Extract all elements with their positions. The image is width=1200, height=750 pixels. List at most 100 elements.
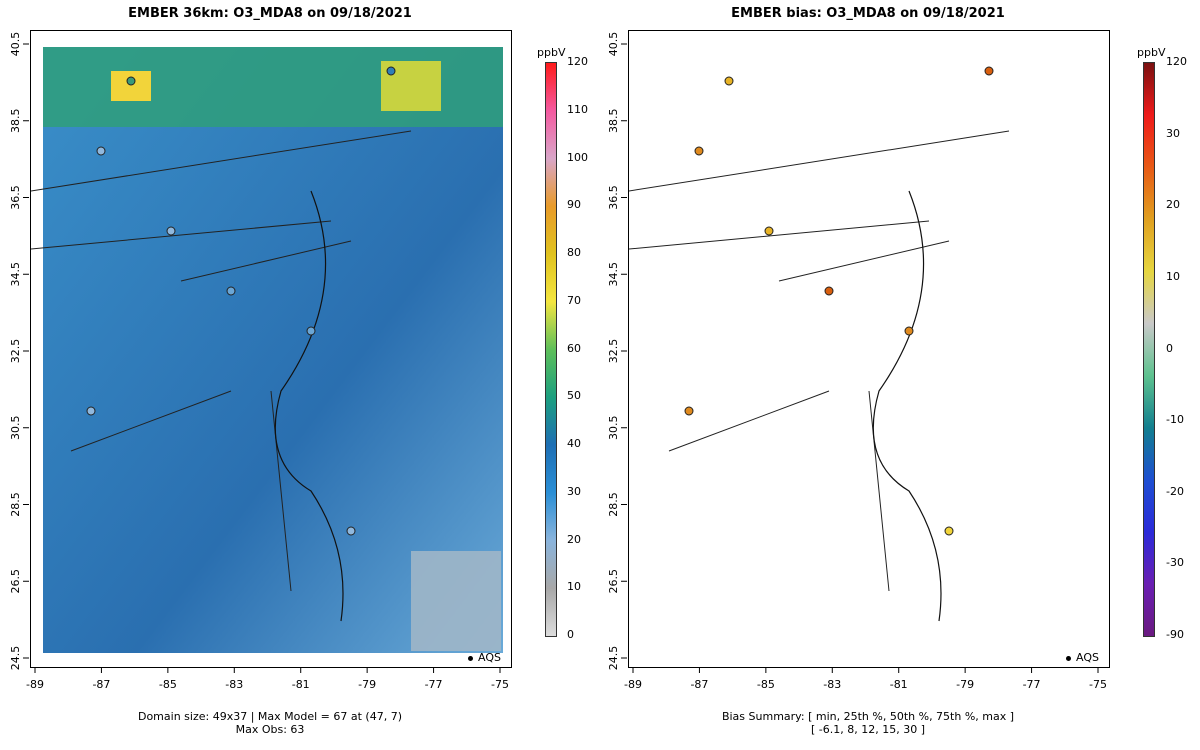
aqs-legend-dot — [468, 655, 473, 661]
bias-site-marker[interactable] — [694, 146, 704, 156]
x-tick-label: -83 — [225, 678, 243, 691]
bias-map — [629, 66, 1010, 622]
x-tick-label: -85 — [757, 678, 775, 691]
colorbar-tick-label: 60 — [567, 341, 581, 355]
x-tick-label: -89 — [26, 678, 44, 691]
model-ozone-map-panel — [30, 30, 512, 668]
aqs-site-marker[interactable] — [386, 66, 396, 76]
y-tick-label: 24.5 — [607, 646, 620, 671]
coastline — [872, 190, 942, 622]
state-boundaries — [31, 130, 412, 592]
bias-site-marker[interactable] — [904, 326, 914, 336]
y-tick-label: 34.5 — [607, 262, 620, 287]
aqs-site-marker[interactable] — [166, 226, 176, 236]
left-colorbar-unit: ppbV — [537, 46, 566, 59]
right-colorbar — [1143, 62, 1155, 637]
x-tick-label: -77 — [1023, 678, 1041, 691]
y-tick-label: 40.5 — [607, 32, 620, 57]
bias-site-marker[interactable] — [724, 76, 734, 86]
aqs-site-marker[interactable] — [226, 286, 236, 296]
x-tick-label: -81 — [292, 678, 310, 691]
colorbar-tick-label: 70 — [567, 293, 581, 307]
left-legend-label: AQS — [478, 651, 501, 664]
observation-markers — [86, 66, 396, 536]
right-map-title: EMBER bias: O3_MDA8 on 09/18/2021 — [731, 6, 1005, 21]
bias-markers — [684, 66, 994, 536]
colorbar-tick-label: 90 — [567, 198, 581, 212]
colorbar-tick-label: 100 — [567, 150, 588, 164]
right-legend-label: AQS — [1076, 651, 1099, 664]
y-tick-label: 30.5 — [607, 416, 620, 441]
x-tick-label: -89 — [624, 678, 642, 691]
colorbar-tick-label: 20 — [567, 532, 581, 546]
aqs-site-marker[interactable] — [96, 146, 106, 156]
colorbar-tick-label: 0 — [1166, 341, 1173, 355]
colorbar-tick-label: -90 — [1166, 628, 1184, 641]
colorbar-tick-label: 0 — [567, 628, 574, 641]
right-footer-summary: Bias Summary: [ min, 25th %, 50th %, 75t… — [721, 710, 1015, 723]
y-tick-label: 28.5 — [607, 492, 620, 517]
bias-site-marker[interactable] — [984, 66, 994, 76]
x-tick-label: -81 — [890, 678, 908, 691]
x-tick-label: -75 — [491, 678, 509, 691]
colorbar-tick-label: 40 — [567, 437, 581, 450]
colorbar-tick-label: 10 — [1166, 269, 1180, 283]
y-tick-label: 40.5 — [9, 32, 22, 57]
x-tick-label: -75 — [1089, 678, 1107, 691]
colorbar-tick-label: 120 — [567, 55, 588, 68]
x-tick-label: -87 — [690, 678, 708, 691]
aqs-site-marker[interactable] — [86, 406, 96, 416]
aqs-site-marker[interactable] — [126, 76, 136, 86]
y-tick-label: 24.5 — [9, 646, 22, 671]
right-legend: AQS — [1066, 651, 1099, 664]
aqs-legend-dot — [1066, 655, 1071, 661]
aqs-site-marker[interactable] — [346, 526, 356, 536]
model-ozone-map — [31, 47, 503, 653]
x-tick-label: -87 — [92, 678, 110, 691]
bias-site-marker[interactable] — [944, 526, 954, 536]
colorbar-tick-label: 120 — [1166, 55, 1187, 68]
aqs-site-marker[interactable] — [306, 326, 316, 336]
colorbar-tick-label: 80 — [567, 246, 581, 259]
y-tick-label: 32.5 — [9, 339, 22, 364]
model-low-ozone-patch — [411, 551, 501, 651]
left-footer-max-obs: Max Obs: 63 — [235, 723, 305, 736]
colorbar-tick-label: 50 — [567, 389, 581, 403]
colorbar-tick-label: 30 — [567, 484, 581, 498]
y-tick-label: 38.5 — [607, 109, 620, 134]
colorbar-tick-label: 20 — [1166, 198, 1180, 212]
left-map-title: EMBER 36km: O3_MDA8 on 09/18/2021 — [128, 6, 412, 21]
bias-site-marker[interactable] — [824, 286, 834, 296]
x-tick-label: -77 — [425, 678, 443, 691]
left-colorbar — [545, 62, 557, 637]
colorbar-tick-label: -30 — [1166, 556, 1184, 570]
left-legend: AQS — [468, 651, 501, 664]
y-tick-label: 34.5 — [9, 262, 22, 287]
state-boundaries — [629, 130, 1010, 592]
colorbar-tick-label: 10 — [567, 580, 581, 594]
right-colorbar-unit: ppbV — [1137, 46, 1166, 59]
colorbar-tick-label: -20 — [1166, 484, 1184, 498]
y-tick-label: 30.5 — [9, 416, 22, 441]
y-tick-label: 36.5 — [9, 185, 22, 210]
model-high-ozone-patch — [111, 71, 151, 101]
bias-site-marker[interactable] — [764, 226, 774, 236]
right-footer-values: [ -6.1, 8, 12, 15, 30 ] — [810, 723, 925, 736]
y-tick-label: 26.5 — [9, 569, 22, 594]
x-tick-label: -83 — [823, 678, 841, 691]
y-tick-label: 28.5 — [9, 492, 22, 517]
left-axes: -89 -87 -85 -83 -81 -79 -77 -75 40.5 38.5 36.5 34.5… — [9, 32, 509, 691]
x-tick-label: -79 — [358, 678, 376, 691]
bias-map-panel — [628, 30, 1110, 668]
x-tick-label: -79 — [956, 678, 974, 691]
colorbar-tick-label: 110 — [567, 102, 588, 116]
x-tick-label: -85 — [159, 678, 177, 691]
colorbar-tick-label: -10 — [1166, 413, 1184, 427]
y-tick-label: 32.5 — [607, 339, 620, 364]
y-tick-label: 36.5 — [607, 185, 620, 210]
coastline — [274, 190, 344, 622]
bias-site-marker[interactable] — [684, 406, 694, 416]
y-tick-label: 38.5 — [9, 109, 22, 134]
left-footer-domain: Domain size: 49x37 | Max Model = 67 at (… — [137, 710, 402, 723]
